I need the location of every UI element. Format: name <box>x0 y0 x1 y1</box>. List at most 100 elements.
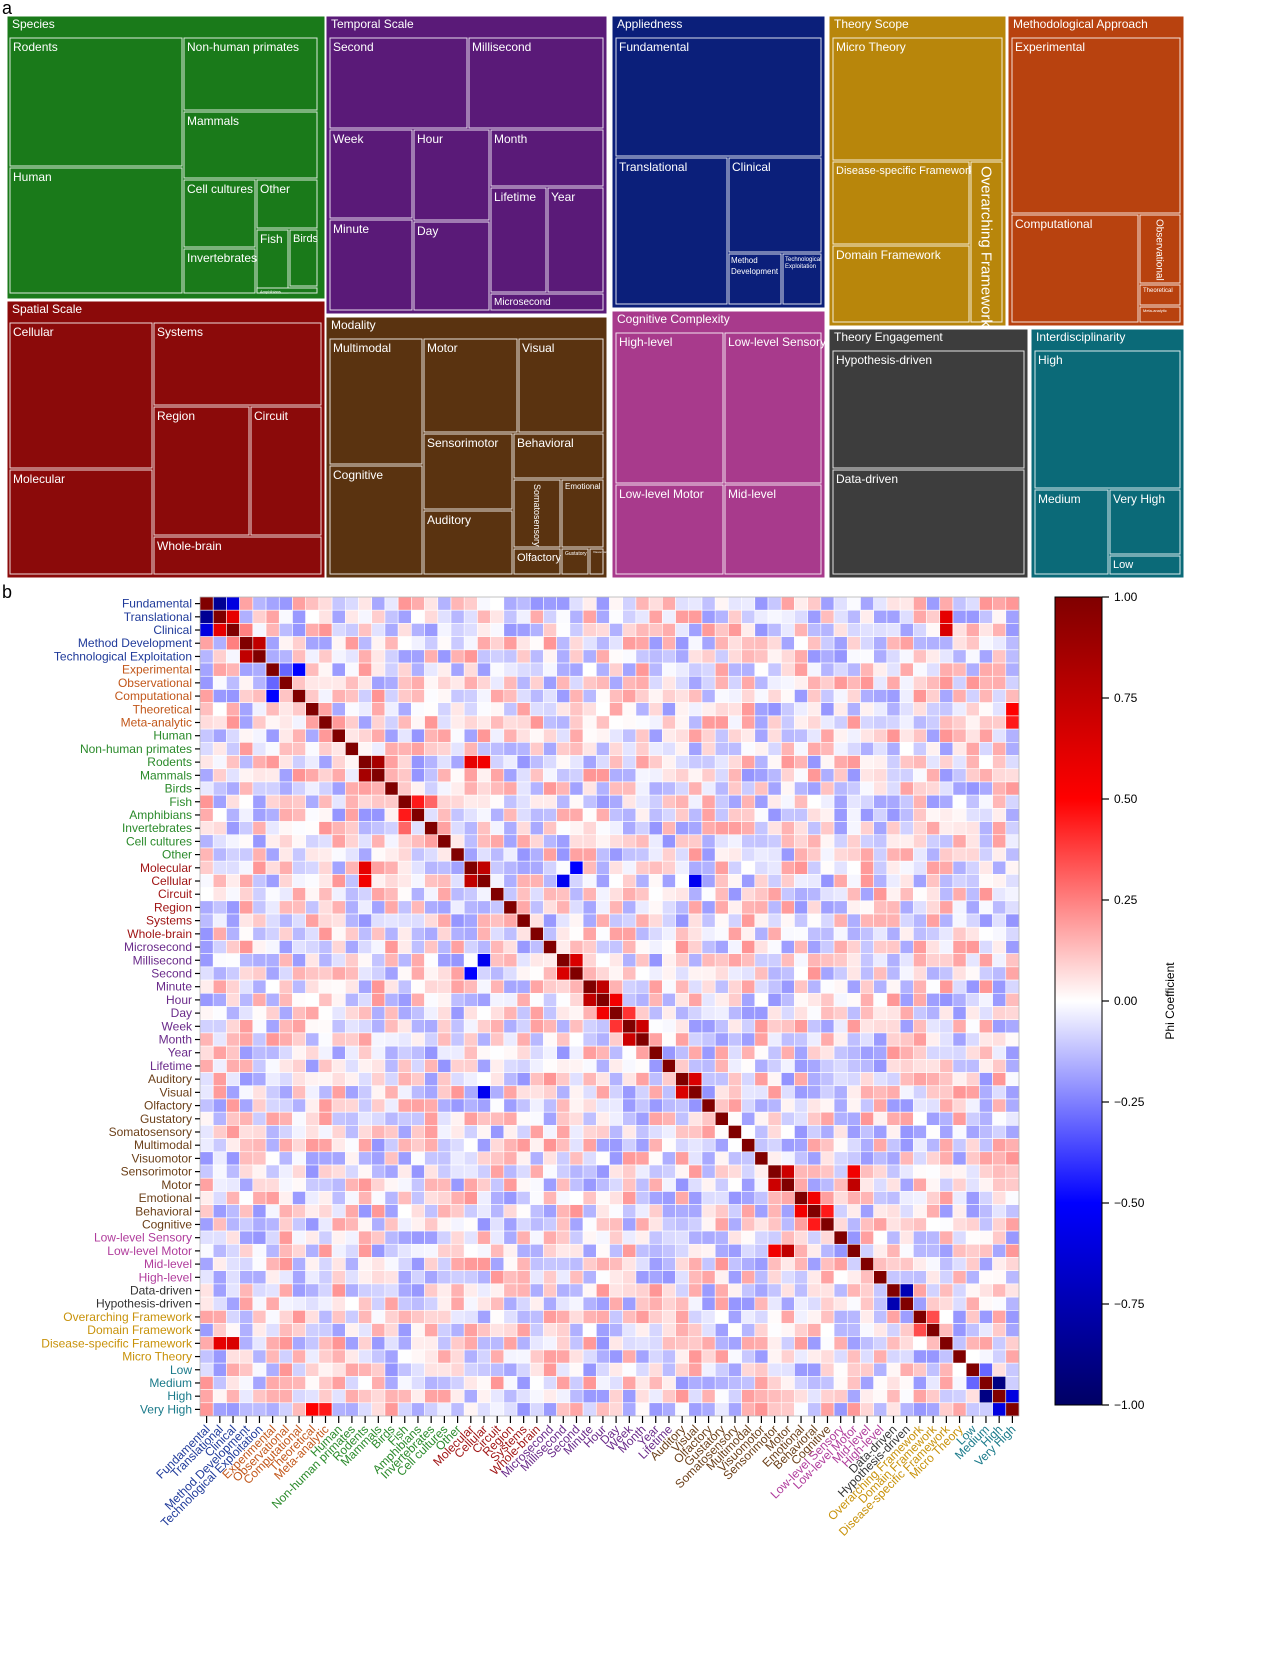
heatmap-cell <box>701 596 716 611</box>
heatmap-cell <box>450 821 465 836</box>
heatmap-cell <box>318 966 333 981</box>
heatmap-cell <box>965 860 980 875</box>
heatmap-cell <box>345 1138 359 1153</box>
heatmap-cell <box>886 755 901 770</box>
heatmap-cell <box>265 874 280 888</box>
heatmap-cell <box>305 1191 320 1205</box>
row-label: Non-human primates <box>80 742 192 756</box>
heatmap-cell <box>331 689 346 703</box>
heatmap-cell <box>503 1270 518 1285</box>
heatmap-cell <box>979 768 993 783</box>
treemap-cell-label: Data-driven <box>836 472 898 486</box>
heatmap-cell <box>714 636 729 651</box>
treemap-cell-emotional: Emotional <box>561 479 604 548</box>
heatmap-cell <box>265 1323 280 1338</box>
heatmap-cell <box>635 623 650 637</box>
heatmap-cell <box>450 953 465 968</box>
heatmap-cell <box>503 636 518 651</box>
heatmap-cell <box>648 1072 663 1087</box>
heatmap-cell <box>318 715 333 730</box>
heatmap-cell <box>701 689 716 703</box>
heatmap-cell <box>529 900 544 915</box>
heatmap-cell <box>397 913 412 928</box>
heatmap-cell <box>345 675 359 690</box>
heatmap-cell <box>292 728 306 743</box>
treemap-cell-label: Millisecond <box>472 40 531 54</box>
heatmap-cell <box>424 1243 439 1258</box>
heatmap-cell <box>899 966 914 981</box>
heatmap-cell <box>569 1177 584 1192</box>
heatmap-cell <box>688 662 703 677</box>
heatmap-cell <box>886 675 901 690</box>
treemap-cell-label: Somatosensory <box>532 484 542 547</box>
heatmap-cell <box>833 834 848 849</box>
heatmap-cell <box>358 847 373 862</box>
heatmap-cell <box>728 979 742 994</box>
heatmap-cell <box>807 1125 822 1139</box>
heatmap-cell <box>397 1376 412 1390</box>
heatmap-cell <box>503 675 518 690</box>
heatmap-cell <box>199 742 214 756</box>
heatmap-cell <box>371 1085 386 1100</box>
treemap-cell-label: Medium <box>1038 492 1081 506</box>
heatmap-cell <box>424 926 439 941</box>
heatmap-cell <box>503 649 518 664</box>
heatmap-cell <box>371 794 386 809</box>
heatmap-cell <box>226 834 240 849</box>
heatmap-cell <box>503 1019 518 1034</box>
heatmap-cell <box>543 1085 557 1100</box>
heatmap-cell <box>265 860 280 875</box>
heatmap-cell <box>490 1019 505 1034</box>
heatmap-cell <box>926 953 941 968</box>
heatmap-cell <box>1005 794 1020 809</box>
heatmap-cell <box>331 1376 346 1390</box>
heatmap-cell <box>807 847 822 862</box>
heatmap-cell <box>556 1138 571 1153</box>
heatmap-cell <box>490 662 505 677</box>
heatmap-cell <box>278 847 293 862</box>
heatmap-cell <box>595 1376 610 1390</box>
heatmap-cell <box>833 609 848 624</box>
heatmap-cell <box>675 1177 690 1192</box>
heatmap-cell <box>463 1164 478 1179</box>
heatmap-cell <box>873 1045 888 1060</box>
heatmap-cell <box>833 781 848 796</box>
heatmap-cell <box>913 728 927 743</box>
heatmap-cell <box>226 979 240 994</box>
heatmap-cell <box>582 702 597 717</box>
heatmap-cell <box>833 1362 848 1377</box>
heatmap-cell <box>648 834 663 849</box>
heatmap-cell <box>437 1059 452 1073</box>
heatmap-cell <box>926 1257 941 1271</box>
heatmap-cell <box>556 808 571 822</box>
heatmap-cell <box>648 728 663 743</box>
heatmap-cell <box>384 900 399 915</box>
heatmap-cell <box>345 860 359 875</box>
heatmap-cell <box>714 742 729 756</box>
heatmap-cell <box>463 808 478 822</box>
heatmap-cell <box>582 662 597 677</box>
heatmap-cell <box>675 1164 690 1179</box>
heatmap-cell <box>939 675 954 690</box>
heatmap-cell <box>860 887 874 902</box>
heatmap-cell <box>437 1257 452 1271</box>
heatmap-cell <box>212 636 227 651</box>
heatmap-cell <box>780 1191 795 1205</box>
heatmap-cell <box>503 992 518 1007</box>
heatmap-cell <box>239 781 254 796</box>
heatmap-cell <box>754 623 769 637</box>
heatmap-cell <box>688 966 703 981</box>
heatmap-cell <box>305 1376 320 1390</box>
heatmap-cell <box>622 1125 637 1139</box>
heatmap-cell <box>424 1151 439 1166</box>
heatmap-cell <box>252 1151 267 1166</box>
heatmap-cell <box>873 1362 888 1377</box>
heatmap-cell <box>609 702 624 717</box>
heatmap-cell <box>437 609 452 624</box>
heatmap-cell <box>358 1019 373 1034</box>
heatmap-cell <box>965 689 980 703</box>
heatmap-cell <box>331 1349 346 1364</box>
heatmap-cell <box>490 781 505 796</box>
heatmap-cell <box>952 636 967 651</box>
heatmap-cell <box>728 1032 742 1047</box>
